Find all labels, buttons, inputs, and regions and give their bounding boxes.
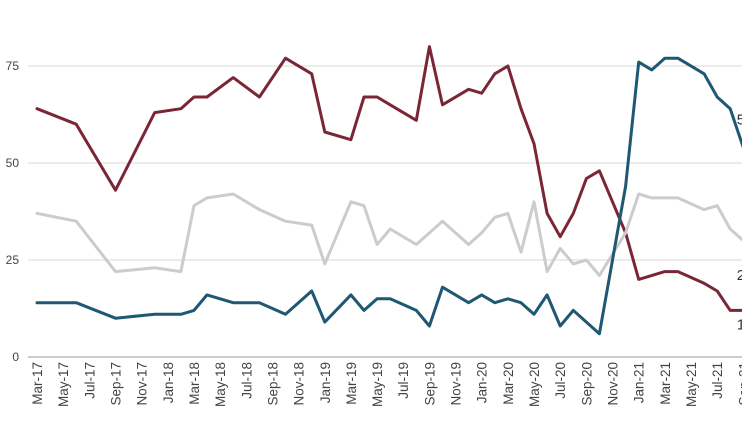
y-axis-tick-labels: 0 25 50 75 bbox=[6, 59, 20, 364]
y-tick-label: 0 bbox=[12, 350, 19, 364]
x-tick-label: Sep-18 bbox=[265, 362, 280, 406]
series-end-label: 53 bbox=[737, 111, 742, 128]
x-tick-label: May-18 bbox=[213, 362, 228, 407]
x-tick-label: Mar-19 bbox=[344, 362, 359, 405]
x-tick-label: Jul-19 bbox=[396, 362, 411, 399]
y-tick-label: 25 bbox=[6, 253, 20, 267]
x-tick-label: May-17 bbox=[56, 362, 71, 407]
y-tick-label: 75 bbox=[6, 59, 20, 73]
x-tick-label: Jan-20 bbox=[475, 362, 490, 403]
x-tick-label: May-20 bbox=[527, 362, 542, 407]
x-tick-label: Jan-18 bbox=[161, 362, 176, 403]
x-tick-label: Mar-20 bbox=[501, 362, 516, 405]
x-tick-label: Mar-21 bbox=[658, 362, 673, 405]
x-tick-label: Jul-20 bbox=[553, 362, 568, 399]
x-tick-label: Sep-21 bbox=[736, 362, 742, 406]
x-tick-label: Nov-19 bbox=[449, 362, 464, 406]
x-tick-label: May-21 bbox=[684, 362, 699, 407]
x-tick-label: Jul-18 bbox=[239, 362, 254, 399]
x-tick-label: Mar-17 bbox=[30, 362, 45, 405]
y-tick-label: 50 bbox=[6, 156, 20, 170]
gridlines bbox=[28, 65, 742, 358]
series-end-labels: 14 23 53 bbox=[737, 111, 742, 333]
x-tick-label: Jul-21 bbox=[710, 362, 725, 399]
x-tick-label: Jan-19 bbox=[318, 362, 333, 403]
series-end-label: 14 bbox=[737, 317, 742, 334]
x-tick-label: Mar-18 bbox=[187, 362, 202, 405]
x-tick-label: Sep-19 bbox=[422, 362, 437, 406]
series-end-label: 23 bbox=[737, 267, 742, 284]
x-tick-label: Nov-17 bbox=[135, 362, 150, 406]
series-line bbox=[35, 45, 742, 312]
x-tick-label: Jan-21 bbox=[632, 362, 647, 403]
x-axis-tick-labels: Mar-17 May-17 Jul-17 Sep-17 Nov-17 Jan-18 Mar-… bbox=[30, 362, 742, 407]
x-tick-label: Nov-20 bbox=[606, 362, 621, 406]
series-line bbox=[35, 192, 742, 277]
x-tick-label: May-19 bbox=[370, 362, 385, 407]
x-tick-label: Sep-17 bbox=[108, 362, 123, 406]
x-tick-label: Nov-18 bbox=[292, 362, 307, 406]
series-lines bbox=[35, 45, 742, 336]
series-line bbox=[35, 56, 742, 336]
x-tick-label: Sep-20 bbox=[579, 362, 594, 406]
x-tick-label: Jul-17 bbox=[82, 362, 97, 399]
